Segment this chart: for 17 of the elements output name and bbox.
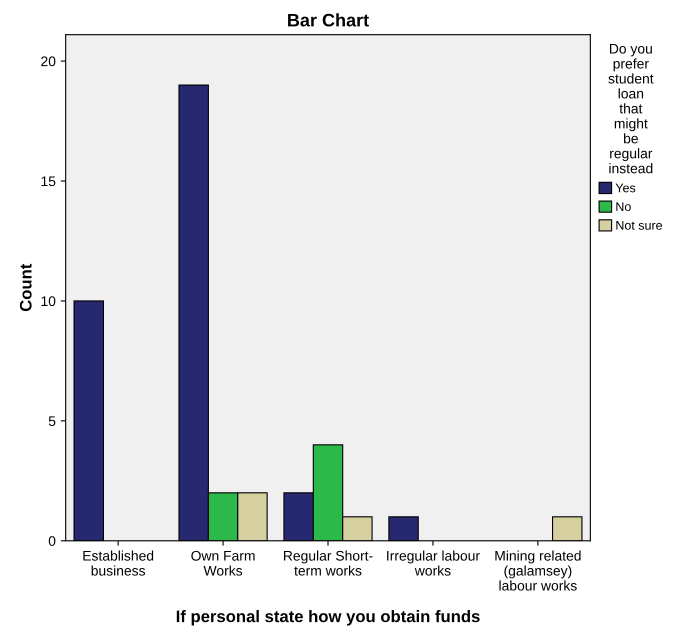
x-tick-label: Own Farm Works [191, 550, 255, 576]
legend-label: Not sure [616, 221, 662, 230]
y-tick-label: 20 [41, 56, 56, 66]
y-axis-title: Count [20, 264, 32, 312]
y-tick-label: 5 [48, 416, 56, 426]
y-tick-label: 0 [48, 536, 56, 546]
y-tick-label: 15 [42, 176, 56, 186]
legend-label: Yes [616, 184, 636, 192]
x-tick-label: Established business [83, 550, 154, 576]
x-tick-label: Irregular labour works [387, 550, 480, 576]
chart-title: Bar Chart [288, 13, 369, 27]
y-tick-label: 10 [42, 296, 56, 306]
x-tick-label: Regular Short- term works [284, 550, 373, 576]
legend-label: No [616, 202, 631, 212]
x-axis-title: If personal state how you obtain funds [176, 610, 480, 626]
x-tick-label: Mining related (galamsey) labour works [495, 550, 581, 591]
text: Do you prefer student loan that might be regular instead [608, 44, 654, 174]
